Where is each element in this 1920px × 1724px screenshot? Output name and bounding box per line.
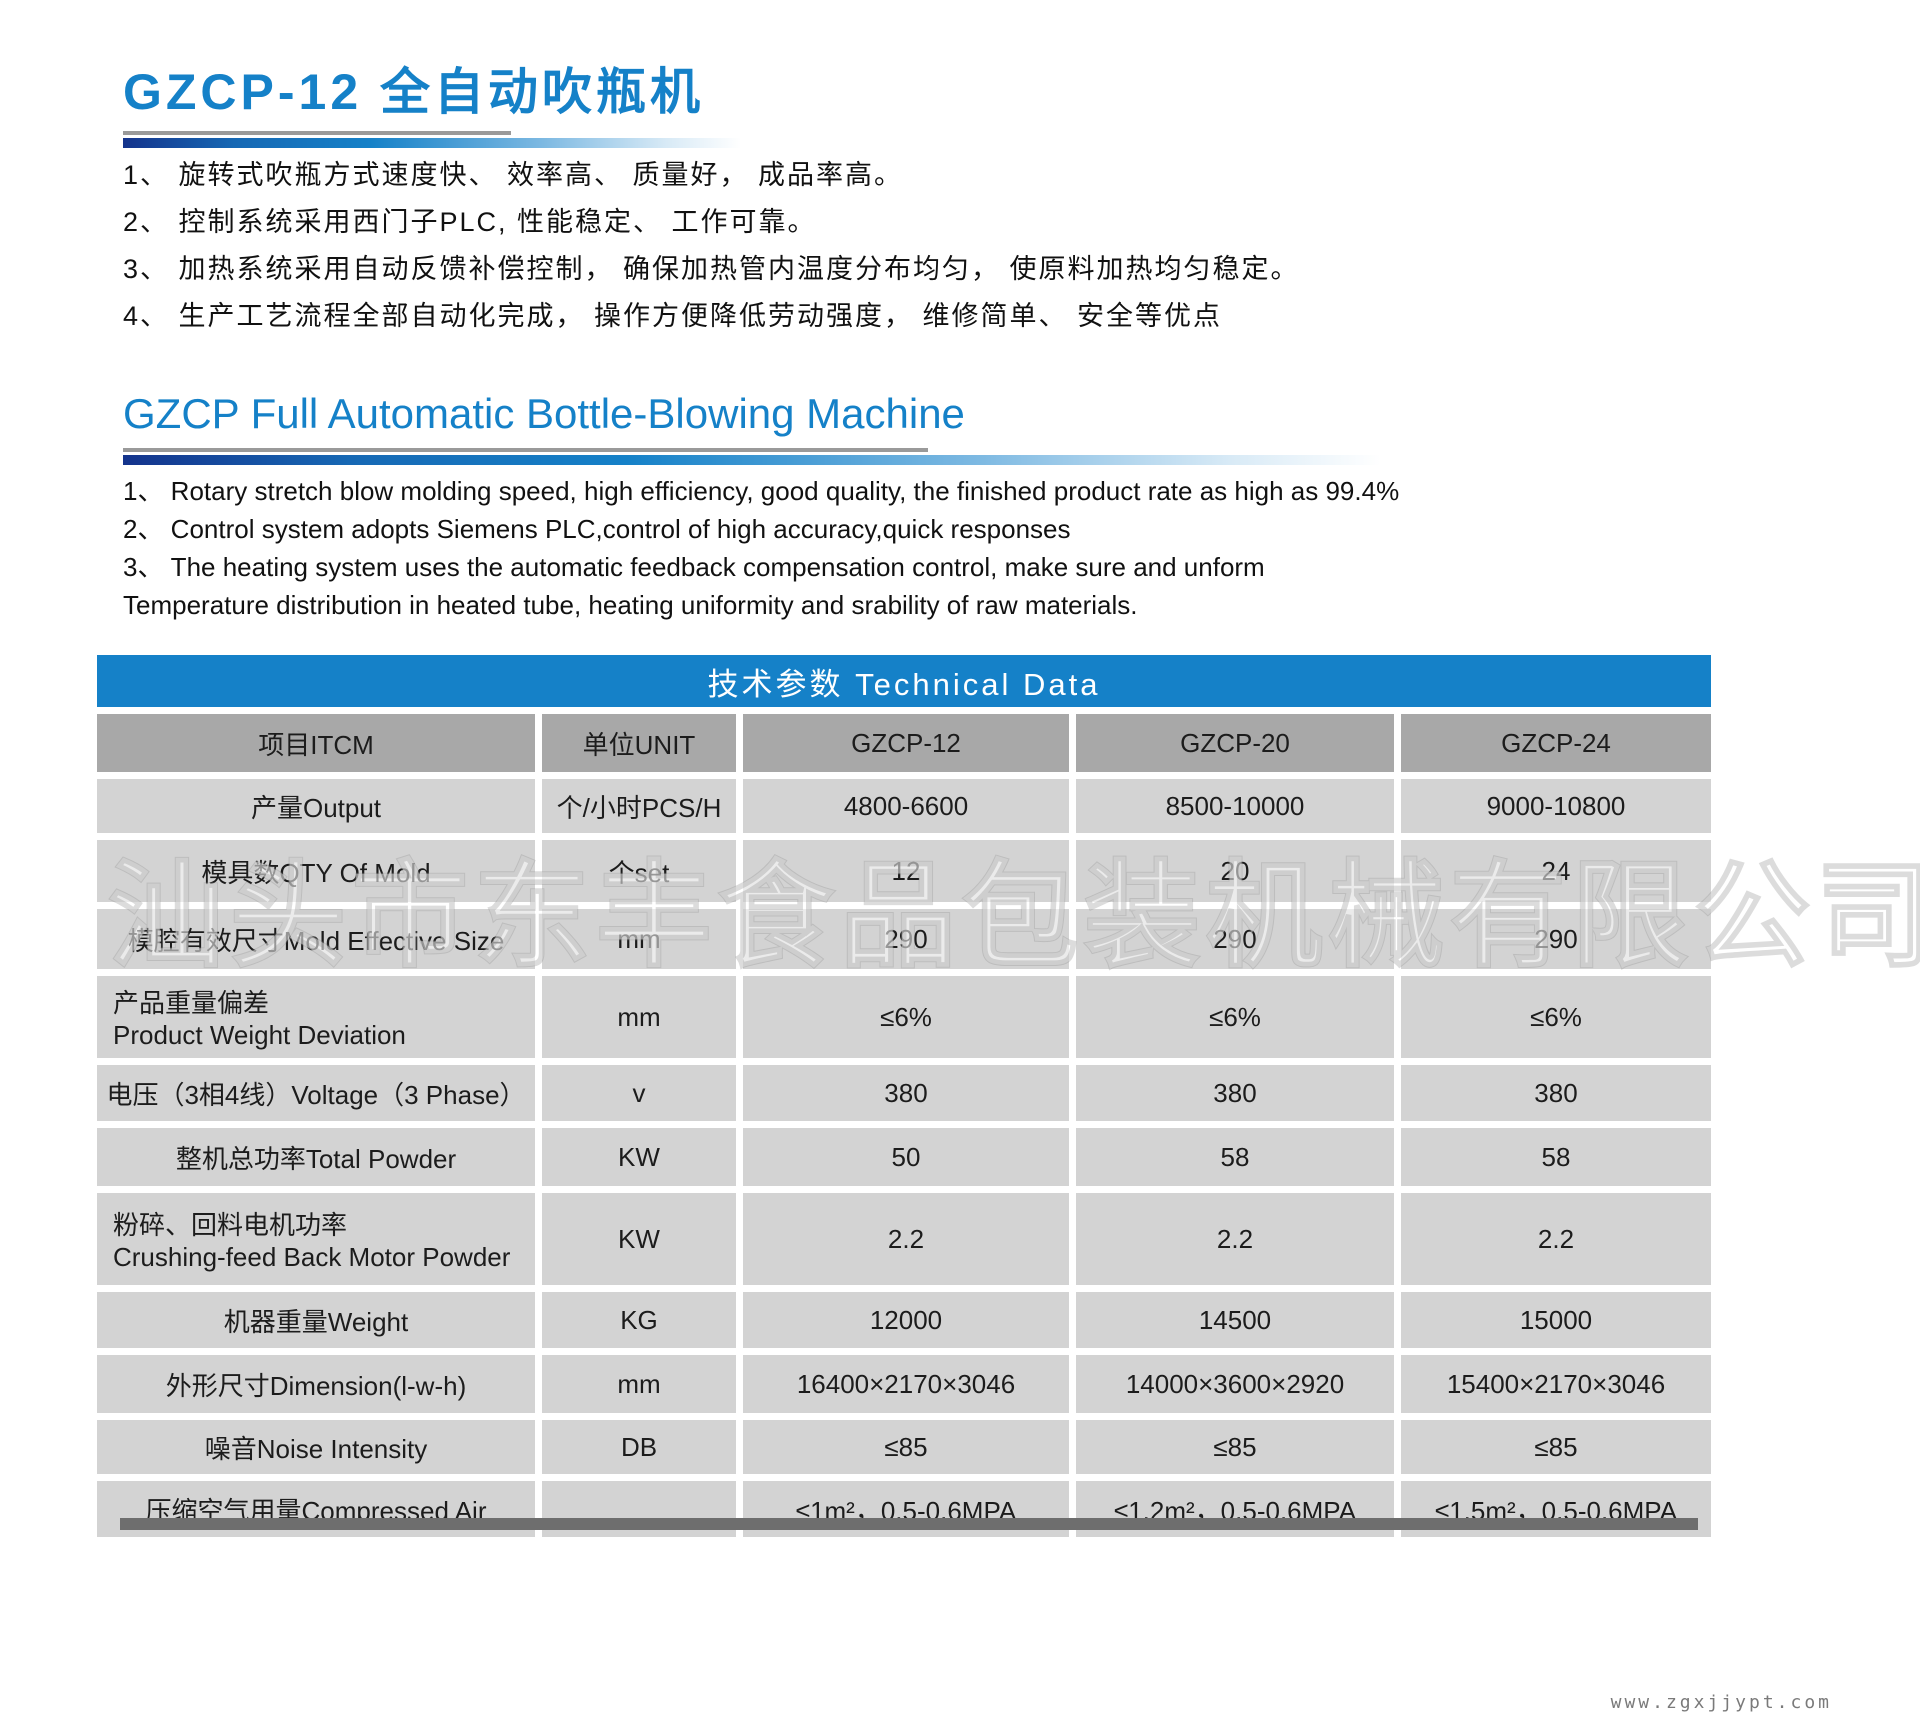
row-value: ≤6% bbox=[743, 976, 1069, 1058]
row-unit: KW bbox=[542, 1193, 736, 1285]
row-value: 380 bbox=[1401, 1065, 1711, 1121]
row-value: 20 bbox=[1076, 840, 1394, 902]
row-value: 4800-6600 bbox=[743, 779, 1069, 833]
row-value: 24 bbox=[1401, 840, 1711, 902]
row-label: 电压（3相4线）Voltage（3 Phase） bbox=[97, 1065, 535, 1121]
column-header-unit: 单位UNIT bbox=[542, 714, 736, 772]
divider-blue-gradient bbox=[123, 455, 1381, 465]
row-label: 产量Output bbox=[97, 779, 535, 833]
row-label: 整机总功率Total Powder bbox=[97, 1128, 535, 1186]
row-value: 2.2 bbox=[743, 1193, 1069, 1285]
divider-gray-line bbox=[123, 131, 511, 135]
feature-line-en: 2、 Control system adopts Siemens PLC,con… bbox=[123, 514, 1071, 544]
row-value: 2.2 bbox=[1401, 1193, 1711, 1285]
row-value: 12000 bbox=[743, 1292, 1069, 1348]
row-label: 噪音Noise Intensity bbox=[97, 1420, 535, 1474]
row-value: 290 bbox=[1401, 909, 1711, 969]
page-title-cn: GZCP-12 全自动吹瓶机 bbox=[123, 64, 705, 120]
table-row: 电压（3相4线）Voltage（3 Phase） v 380 380 380 bbox=[97, 1065, 1711, 1121]
feature-line-cn: 2、 控制系统采用西门子PLC, 性能稳定、 工作可靠。 bbox=[123, 207, 817, 237]
row-value: ≤6% bbox=[1076, 976, 1394, 1058]
table-header-row: 项目ITCM 单位UNIT GZCP-12 GZCP-20 GZCP-24 bbox=[97, 714, 1711, 772]
table-row: 噪音Noise Intensity DB ≤85 ≤85 ≤85 bbox=[97, 1420, 1711, 1474]
table-row: 模腔有效尺寸Mold Effective Size mm 290 290 290 bbox=[97, 909, 1711, 969]
row-value: 14500 bbox=[1076, 1292, 1394, 1348]
row-unit: 个set bbox=[542, 840, 736, 902]
row-label: 产品重量偏差 Product Weight Deviation bbox=[97, 976, 535, 1058]
row-value: ≤85 bbox=[743, 1420, 1069, 1474]
table-row: 粉碎、回料电机功率 Crushing-feed Back Motor Powder… bbox=[97, 1193, 1711, 1285]
feature-list-cn: 1、 旋转式吹瓶方式速度快、 效率高、 质量好， 成品率高。 2、 控制系统采用… bbox=[123, 152, 1300, 340]
row-value: 14000×3600×2920 bbox=[1076, 1355, 1394, 1413]
row-unit: mm bbox=[542, 909, 736, 969]
page-title-en: GZCP Full Automatic Bottle-Blowing Machi… bbox=[123, 390, 965, 437]
row-value: ≤85 bbox=[1076, 1420, 1394, 1474]
table-row: 外形尺寸Dimension(l-w-h) mm 16400×2170×3046 … bbox=[97, 1355, 1711, 1413]
column-header-item: 项目ITCM bbox=[97, 714, 535, 772]
row-label: 模具数QTY Of Mold bbox=[97, 840, 535, 902]
feature-line-cn: 1、 旋转式吹瓶方式速度快、 效率高、 质量好， 成品率高。 bbox=[123, 160, 904, 190]
row-value: 9000-10800 bbox=[1401, 779, 1711, 833]
divider-blue-gradient bbox=[123, 138, 741, 148]
column-header-gzcp12: GZCP-12 bbox=[743, 714, 1069, 772]
row-value: 290 bbox=[743, 909, 1069, 969]
footer-website-url: www.zgxjjypt.com bbox=[1610, 1692, 1832, 1713]
row-value: 380 bbox=[1076, 1065, 1394, 1121]
row-unit: mm bbox=[542, 976, 736, 1058]
column-header-gzcp24: GZCP-24 bbox=[1401, 714, 1711, 772]
feature-line-cn: 3、 加热系统采用自动反馈补偿控制， 确保加热管内温度分布均匀， 使原料加热均匀… bbox=[123, 254, 1300, 284]
row-unit: KG bbox=[542, 1292, 736, 1348]
row-value: 15000 bbox=[1401, 1292, 1711, 1348]
row-value: 16400×2170×3046 bbox=[743, 1355, 1069, 1413]
row-value: 380 bbox=[743, 1065, 1069, 1121]
divider-gray-line bbox=[123, 448, 928, 452]
table-bottom-shadow bbox=[120, 1518, 1698, 1530]
row-value: 2.2 bbox=[1076, 1193, 1394, 1285]
row-value: 58 bbox=[1401, 1128, 1711, 1186]
feature-line-en: 1、 Rotary stretch blow molding speed, hi… bbox=[123, 476, 1400, 506]
row-label: 模腔有效尺寸Mold Effective Size bbox=[97, 909, 535, 969]
row-unit: mm bbox=[542, 1355, 736, 1413]
row-value: 15400×2170×3046 bbox=[1401, 1355, 1711, 1413]
row-label: 机器重量Weight bbox=[97, 1292, 535, 1348]
technical-data-table: 技术参数 Technical Data 项目ITCM 单位UNIT GZCP-1… bbox=[97, 655, 1711, 1544]
feature-line-en: 3、 The heating system uses the automatic… bbox=[123, 552, 1265, 582]
row-value: 8500-10000 bbox=[1076, 779, 1394, 833]
row-unit: DB bbox=[542, 1420, 736, 1474]
table-row: 产品重量偏差 Product Weight Deviation mm ≤6% ≤6… bbox=[97, 976, 1711, 1058]
table-row: 产量Output 个/小时PCS/H 4800-6600 8500-10000 … bbox=[97, 779, 1711, 833]
column-header-gzcp20: GZCP-20 bbox=[1076, 714, 1394, 772]
feature-line-en: Temperature distribution in heated tube,… bbox=[123, 590, 1138, 620]
table-row: 整机总功率Total Powder KW 50 58 58 bbox=[97, 1128, 1711, 1186]
row-unit: v bbox=[542, 1065, 736, 1121]
row-value: 58 bbox=[1076, 1128, 1394, 1186]
row-label: 外形尺寸Dimension(l-w-h) bbox=[97, 1355, 535, 1413]
row-value: ≤6% bbox=[1401, 976, 1711, 1058]
row-unit: KW bbox=[542, 1128, 736, 1186]
row-label: 粉碎、回料电机功率 Crushing-feed Back Motor Powder bbox=[97, 1193, 535, 1285]
row-value: 290 bbox=[1076, 909, 1394, 969]
table-row: 模具数QTY Of Mold 个set 12 20 24 bbox=[97, 840, 1711, 902]
row-value: 12 bbox=[743, 840, 1069, 902]
row-unit: 个/小时PCS/H bbox=[542, 779, 736, 833]
row-value: 50 bbox=[743, 1128, 1069, 1186]
table-row: 机器重量Weight KG 12000 14500 15000 bbox=[97, 1292, 1711, 1348]
feature-line-cn: 4、 生产工艺流程全部自动化完成， 操作方便降低劳动强度， 维修简单、 安全等优… bbox=[123, 301, 1223, 331]
feature-list-en: 1、 Rotary stretch blow molding speed, hi… bbox=[123, 472, 1399, 624]
table-title-bar: 技术参数 Technical Data bbox=[97, 655, 1711, 707]
row-value: ≤85 bbox=[1401, 1420, 1711, 1474]
